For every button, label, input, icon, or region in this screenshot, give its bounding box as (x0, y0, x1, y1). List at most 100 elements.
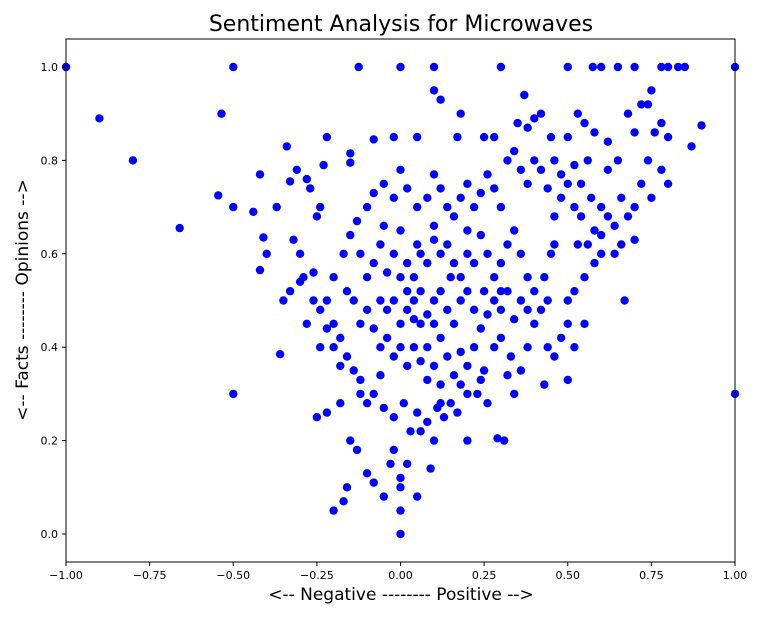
data-point (496, 305, 506, 314)
data-point (490, 273, 499, 282)
data-point (319, 160, 328, 170)
data-point (336, 333, 345, 343)
data-point (563, 62, 572, 72)
data-point (516, 296, 526, 305)
data-point (356, 319, 365, 328)
data-point (580, 319, 589, 328)
data-point (356, 389, 365, 399)
data-point (309, 296, 318, 305)
data-point (523, 123, 532, 132)
data-point (697, 121, 706, 130)
data-point (446, 273, 455, 282)
data-point (316, 202, 325, 212)
data-point (613, 62, 623, 72)
data-point (349, 366, 358, 375)
y-tick-label: 0.4 (41, 341, 59, 354)
data-point (637, 179, 646, 188)
data-point (530, 156, 539, 165)
data-point (570, 343, 579, 352)
data-point (322, 324, 332, 333)
data-point (322, 408, 332, 417)
data-point (603, 212, 613, 221)
data-point (128, 156, 138, 165)
data-point (506, 352, 516, 361)
data-point (275, 350, 285, 359)
data-point (469, 202, 479, 212)
data-point (436, 95, 445, 104)
data-point (657, 165, 666, 174)
data-point (436, 333, 445, 343)
data-point (483, 249, 492, 258)
data-point (312, 212, 322, 221)
data-point (413, 202, 422, 212)
data-point (262, 249, 271, 258)
data-point (449, 319, 459, 328)
data-point (346, 149, 355, 158)
data-point (429, 319, 439, 328)
data-point (493, 434, 502, 443)
data-point (483, 399, 492, 408)
data-point (376, 371, 385, 380)
data-point (376, 240, 385, 249)
data-point (503, 371, 512, 380)
x-tick-label: −0.50 (216, 569, 250, 582)
data-point (513, 118, 522, 128)
data-point (389, 249, 398, 258)
data-point (382, 305, 392, 314)
data-point (490, 132, 499, 142)
data-point (540, 380, 549, 389)
data-point (473, 389, 482, 399)
data-point (603, 137, 613, 146)
data-point (382, 333, 392, 343)
data-point (449, 371, 459, 380)
data-point (543, 296, 552, 305)
data-point (483, 310, 492, 319)
data-point (588, 62, 597, 72)
data-point (449, 212, 459, 221)
data-point (352, 445, 362, 455)
data-point (643, 156, 653, 165)
data-point (302, 319, 311, 328)
data-point (687, 142, 696, 151)
data-point (580, 118, 589, 128)
data-point (339, 497, 348, 506)
data-point (663, 62, 673, 72)
data-point (409, 315, 419, 324)
data-point (429, 86, 439, 95)
data-point (443, 240, 452, 249)
data-point (590, 128, 599, 137)
data-point (342, 483, 352, 492)
data-point (396, 273, 405, 282)
data-point (523, 343, 532, 352)
x-tick-label: −1.00 (49, 569, 83, 582)
data-point (516, 249, 526, 258)
data-point (406, 427, 415, 436)
data-point (403, 258, 412, 268)
data-point (413, 408, 422, 417)
data-point (550, 352, 559, 361)
x-axis-label: <-- Negative -------- Positive --> (268, 585, 534, 605)
data-point (503, 156, 512, 165)
data-point (255, 265, 265, 275)
data-point (429, 235, 439, 244)
data-point (479, 132, 489, 142)
data-point (316, 343, 325, 352)
data-point (490, 296, 499, 305)
x-tick-label: 1.00 (723, 569, 748, 582)
data-point (597, 202, 606, 212)
data-point (436, 380, 445, 389)
data-point (389, 296, 398, 305)
data-point (620, 296, 629, 305)
data-point (279, 296, 288, 305)
data-point (570, 287, 579, 296)
data-point (342, 287, 352, 296)
data-point (580, 273, 589, 282)
y-tick-label: 0.0 (41, 528, 59, 541)
data-point (496, 287, 506, 296)
data-point (362, 305, 372, 314)
data-point (229, 389, 238, 399)
data-point (550, 240, 559, 249)
data-point (516, 165, 526, 174)
data-point (469, 305, 479, 314)
data-point (429, 436, 439, 445)
